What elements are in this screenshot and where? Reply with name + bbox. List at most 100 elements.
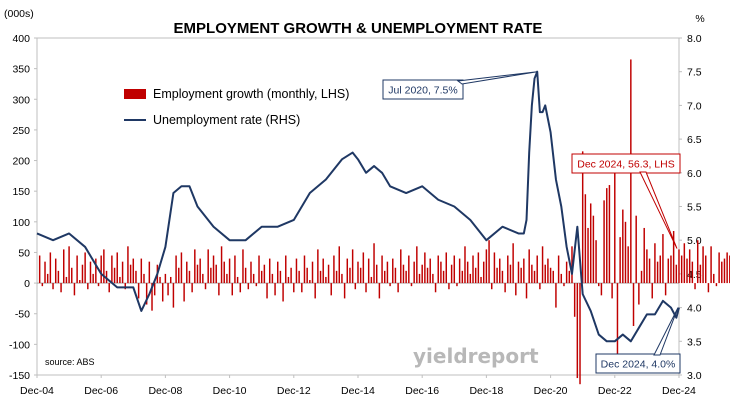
employment-bar: [105, 270, 108, 284]
employment-bar: [466, 261, 469, 284]
employment-bar: [555, 283, 557, 308]
employment-bar: [517, 261, 520, 284]
employment-bar: [247, 283, 250, 290]
employment-bar: [44, 261, 46, 284]
right-tick-label: 6.0: [687, 168, 702, 180]
right-tick-label: 4.0: [687, 303, 702, 315]
employment-bar: [119, 276, 121, 284]
employment-bar: [493, 252, 496, 284]
employment-bar: [63, 249, 65, 284]
employment-bar: [188, 270, 191, 284]
employment-bar: [218, 283, 220, 296]
annotation-emp: Dec 2024, 56.3, LHS: [571, 153, 681, 249]
employment-bar: [153, 283, 156, 296]
employment-bar: [442, 270, 445, 284]
employment-bar: [482, 261, 485, 284]
employment-bar: [600, 283, 603, 296]
employment-bar: [306, 267, 308, 284]
employment-bar: [437, 255, 439, 284]
x-tick-label: Dec-14: [341, 385, 375, 397]
employment-bar: [46, 273, 49, 284]
employment-bar: [65, 276, 68, 284]
employment-bar: [434, 283, 437, 293]
employment-bar: [202, 273, 204, 284]
employment-bar: [611, 283, 613, 299]
employment-bar: [453, 255, 456, 284]
employment-bar: [654, 243, 656, 284]
employment-bar: [504, 283, 506, 293]
employment-bar: [587, 227, 589, 284]
employment-bar: [359, 267, 362, 284]
x-tick-label: Dec-08: [148, 385, 182, 397]
employment-bar: [167, 283, 169, 296]
employment-bar: [365, 283, 367, 293]
employment-bar: [60, 283, 62, 293]
employment-bar: [426, 267, 429, 284]
employment-bar: [100, 255, 102, 284]
employment-bar: [325, 276, 327, 284]
x-tick-label: Dec-06: [84, 385, 118, 397]
employment-bar: [571, 246, 573, 284]
left-tick-label: 100: [12, 217, 30, 229]
unemployment-line: [36, 70, 680, 343]
employment-bar: [343, 283, 346, 299]
left-tick-label: -50: [15, 309, 30, 321]
employment-bar: [226, 273, 228, 284]
employment-bar: [416, 246, 418, 284]
employment-bar: [164, 273, 167, 284]
employment-bar: [632, 283, 635, 326]
employment-bar: [469, 273, 472, 284]
employment-bar: [667, 258, 670, 284]
employment-bar: [375, 264, 378, 284]
employment-bar: [595, 240, 597, 284]
employment-bar: [432, 273, 434, 284]
employment-bar: [137, 283, 140, 299]
employment-bar: [52, 283, 54, 290]
brand-logo: yieldreport: [413, 344, 539, 368]
employment-bar: [509, 264, 512, 284]
employment-bar: [723, 258, 726, 284]
left-tick-label: 150: [12, 186, 30, 198]
x-tick-label: Dec-04: [20, 385, 54, 397]
employment-bar: [84, 252, 86, 284]
annotation-peak: Jul 2020, 7.5%: [382, 71, 538, 100]
employment-bar: [38, 255, 41, 284]
employment-bar: [121, 261, 124, 284]
x-tick-label: Dec-16: [405, 385, 439, 397]
employment-bar: [405, 270, 407, 284]
employment-bar: [127, 246, 129, 284]
employment-bar: [295, 258, 298, 284]
employment-bar: [260, 270, 263, 284]
employment-bar: [293, 283, 295, 293]
employment-bar: [523, 258, 525, 284]
employment-bar: [186, 261, 188, 284]
employment-bar: [234, 255, 236, 284]
employment-bar: [448, 283, 450, 290]
employment-bar: [400, 249, 402, 284]
left-tick-label: 300: [12, 94, 30, 106]
employment-bar: [424, 252, 426, 284]
employment-bar: [81, 264, 84, 284]
employment-bar: [421, 264, 423, 284]
employment-bar: [108, 283, 110, 293]
employment-bar: [199, 258, 201, 284]
employment-bar: [619, 237, 621, 284]
employment-bar: [301, 283, 303, 293]
employment-bar: [354, 283, 357, 290]
employment-bar: [236, 276, 239, 284]
employment-bar: [507, 255, 509, 284]
employment-bar: [252, 273, 255, 284]
employment-bar: [643, 227, 645, 284]
employment-bar: [678, 249, 680, 284]
left-tick-label: -150: [9, 370, 30, 382]
employment-bar: [231, 283, 233, 296]
employment-bar: [287, 276, 290, 284]
annotation-unemp-text: Dec 2024, 4.0%: [601, 359, 676, 371]
employment-bar: [675, 264, 678, 284]
employment-bar: [662, 234, 664, 284]
employment-bar: [143, 273, 145, 284]
employment-bar: [598, 283, 600, 287]
employment-bar: [499, 258, 501, 284]
legend-bar-swatch: [124, 89, 146, 99]
employment-bar: [456, 283, 458, 287]
